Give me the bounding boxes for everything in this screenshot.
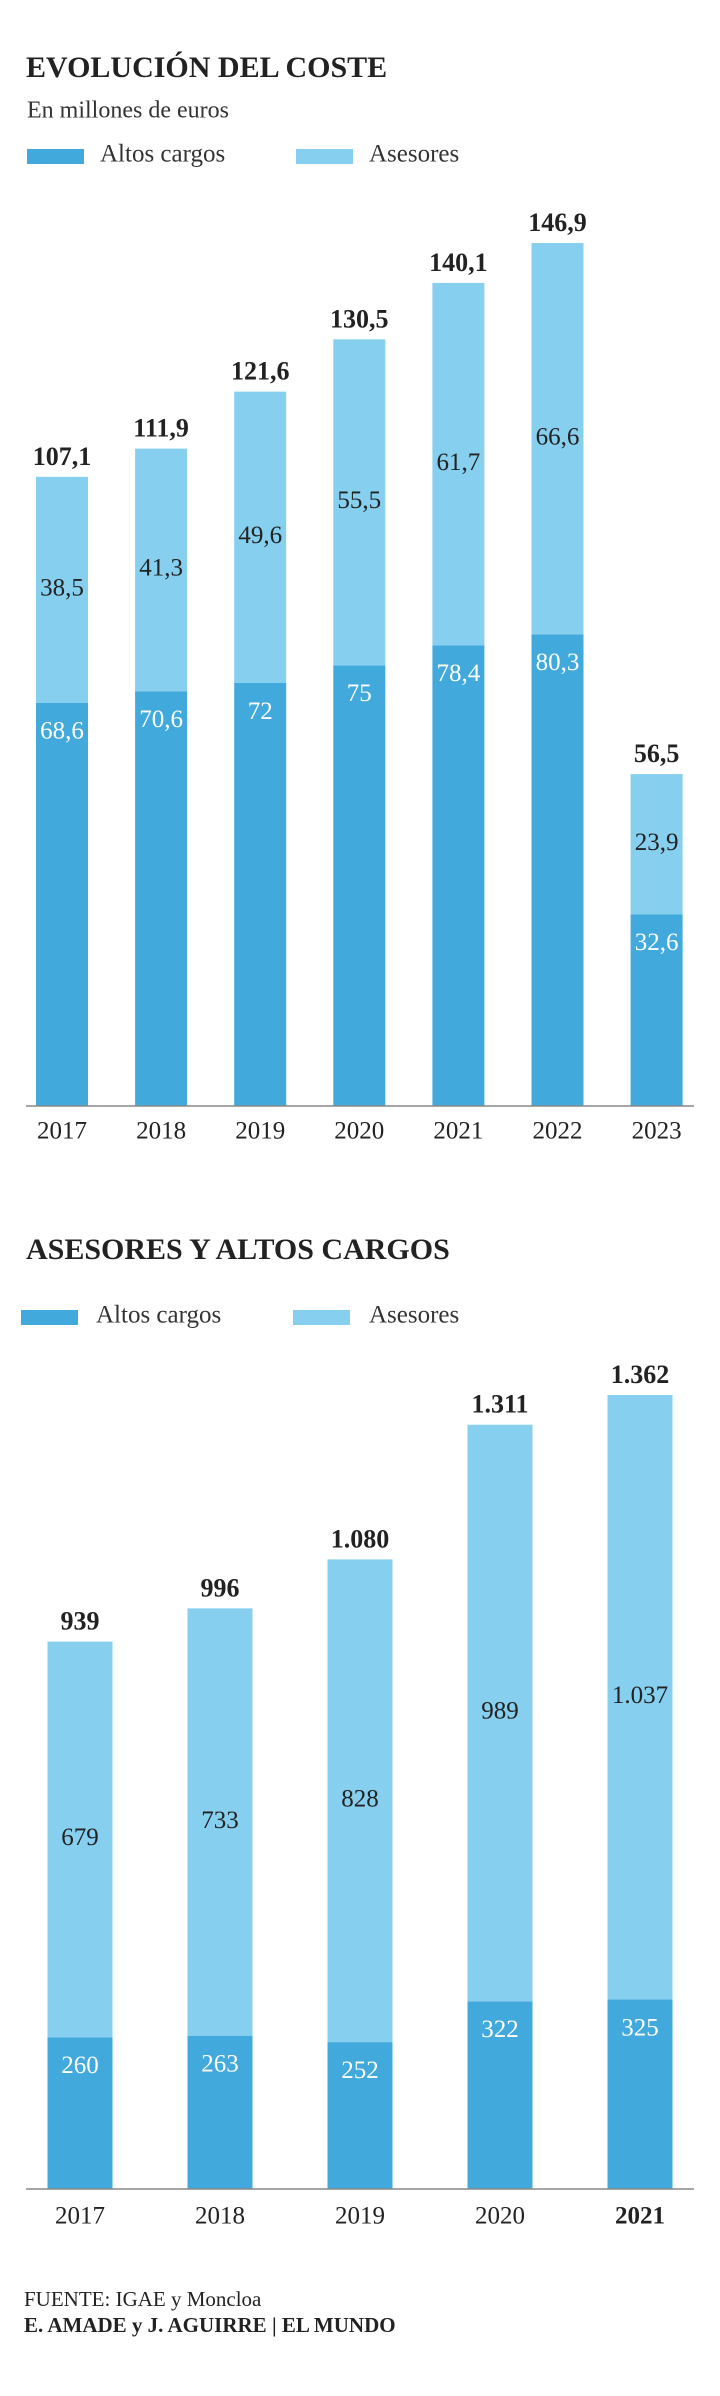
total-label: 140,1 <box>429 248 488 277</box>
segment-label: 679 <box>61 1824 99 1851</box>
total-label: 146,9 <box>528 208 587 237</box>
total-label: 130,5 <box>330 304 389 333</box>
total-label: 111,9 <box>133 414 189 443</box>
segment-label: 61,7 <box>437 449 481 476</box>
legend-label: Asesores <box>369 141 459 168</box>
x-tick-label: 2020 <box>475 2203 525 2230</box>
bar-segment <box>36 702 88 1106</box>
total-label: 1.362 <box>611 1360 670 1389</box>
bar-segment <box>234 683 287 1106</box>
chart-title: ASESORES Y ALTOS CARGOS <box>26 1233 450 1266</box>
segment-label: 68,6 <box>40 718 84 745</box>
bar-segment <box>531 243 584 635</box>
legend-label: Asesores <box>369 1302 459 1329</box>
bar-segment <box>607 1395 673 2000</box>
x-tick-label: 2019 <box>335 2203 385 2230</box>
total-label: 1.080 <box>331 1524 390 1553</box>
segment-label: 75 <box>347 680 372 707</box>
segment-label: 38,5 <box>40 575 84 602</box>
segment-label: 23,9 <box>635 829 679 856</box>
segment-label: 49,6 <box>238 522 282 549</box>
legend-swatch <box>293 1310 350 1325</box>
segment-label: 252 <box>341 2057 379 2084</box>
x-tick-label: 2021 <box>615 2203 665 2230</box>
total-label: 1.311 <box>471 1390 528 1419</box>
x-tick-label: 2019 <box>235 1118 285 1145</box>
bar-segment <box>47 1641 113 2038</box>
segment-label: 78,4 <box>437 660 481 687</box>
bar-segment <box>531 634 584 1106</box>
segment-label: 325 <box>621 2014 659 2041</box>
segment-label: 41,3 <box>139 555 183 582</box>
bar-segment <box>630 914 683 1106</box>
bar-segment <box>187 1608 253 2036</box>
bar-segment <box>467 2001 533 2189</box>
bar-segment <box>333 665 386 1106</box>
segment-label: 80,3 <box>536 649 580 676</box>
segment-label: 70,6 <box>139 706 183 733</box>
bar-segment <box>187 2035 253 2189</box>
segment-label: 989 <box>481 1698 519 1725</box>
x-tick-label: 2023 <box>632 1118 682 1145</box>
segment-label: 733 <box>201 1807 239 1834</box>
total-label: 939 <box>61 1607 100 1636</box>
x-tick-label: 2017 <box>37 1118 87 1145</box>
bar-segment <box>135 691 188 1106</box>
bar-segment <box>36 476 88 703</box>
total-label: 56,5 <box>634 739 680 768</box>
bar-segment <box>47 2037 113 2189</box>
total-label: 996 <box>201 1573 240 1602</box>
source: FUENTE: IGAE y Moncloa <box>24 2287 262 2311</box>
bar-segment <box>234 391 287 684</box>
bar-segment <box>432 645 485 1106</box>
segment-label: 263 <box>201 2050 239 2077</box>
x-tick-label: 2018 <box>136 1118 186 1145</box>
segment-label: 322 <box>481 2016 519 2043</box>
segment-label: 32,6 <box>635 929 679 956</box>
chart-title: EVOLUCIÓN DEL COSTE <box>26 51 387 84</box>
x-tick-label: 2017 <box>55 2203 105 2230</box>
bar-segment <box>135 448 188 692</box>
total-label: 121,6 <box>231 357 290 386</box>
legend-label: Altos cargos <box>100 141 225 168</box>
chart-subtitle: En millones de euros <box>27 98 229 124</box>
segment-label: 66,6 <box>536 423 580 450</box>
bar-segment <box>333 339 386 666</box>
segment-label: 1.037 <box>612 1682 668 1709</box>
segment-label: 260 <box>61 2052 99 2079</box>
segment-label: 72 <box>248 698 273 725</box>
x-tick-label: 2021 <box>433 1118 483 1145</box>
bar-segment <box>630 774 683 915</box>
segment-label: 828 <box>341 1785 379 1812</box>
x-tick-label: 2020 <box>334 1118 384 1145</box>
bar-segment <box>467 1424 533 2002</box>
bar-segment <box>607 1999 673 2189</box>
total-label: 107,1 <box>33 442 92 471</box>
bar-segment <box>432 282 485 646</box>
segment-label: 55,5 <box>337 487 381 514</box>
legend-swatch <box>296 149 353 164</box>
bar-segment <box>327 2042 393 2189</box>
bar-segment <box>327 1559 393 2043</box>
credit: E. AMADE y J. AGUIRRE | EL MUNDO <box>24 2313 396 2337</box>
legend-swatch <box>27 149 84 164</box>
x-tick-label: 2022 <box>533 1118 583 1145</box>
legend-swatch <box>21 1310 78 1325</box>
x-tick-label: 2018 <box>195 2203 245 2230</box>
legend-label: Altos cargos <box>96 1302 221 1329</box>
